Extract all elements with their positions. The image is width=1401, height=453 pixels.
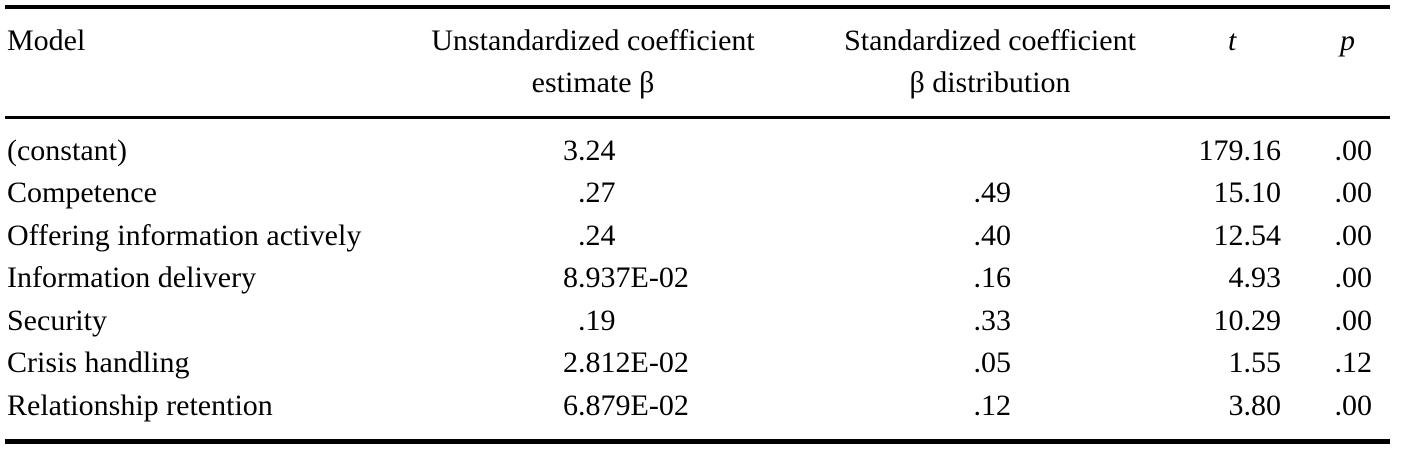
row-crisis-handling-p: .12: [1334, 346, 1373, 379]
header-model: Model: [7, 24, 86, 57]
row-security-unstd: .19: [578, 304, 616, 337]
row-relationship-retention-std: .12: [973, 389, 1012, 422]
row-crisis-handling-model: Crisis handling: [7, 346, 190, 379]
row-constant-p: .00: [1334, 134, 1373, 167]
row-constant-model: (constant): [7, 134, 127, 167]
row-crisis-handling-unstd: 2.812E-02: [563, 346, 689, 379]
row-offering-information-p: .00: [1334, 219, 1373, 252]
row-offering-information-unstd: .24: [578, 219, 616, 252]
row-competence-std: .49: [973, 176, 1012, 209]
row-constant-unstd: 3.24: [563, 134, 616, 167]
row-information-delivery-t: 4.93: [1228, 261, 1282, 294]
row-competence-p: .00: [1334, 176, 1373, 209]
table-top-rule: [5, 5, 1390, 9]
row-competence-model: Competence: [7, 176, 157, 209]
row-security-t: 10.29: [1213, 304, 1282, 337]
header-standardized-line2: β distribution: [909, 66, 1071, 99]
header-standardized-coefficient: Standardized coefficient β distribution: [815, 20, 1165, 104]
row-offering-information-std: .40: [973, 219, 1012, 252]
row-competence-t: 15.10: [1213, 176, 1282, 209]
row-crisis-handling-std: .05: [973, 346, 1012, 379]
row-information-delivery-std: .16: [973, 261, 1012, 294]
row-relationship-retention-unstd: 6.879E-02: [563, 389, 689, 422]
header-unstandardized-coefficient: Unstandardized coefficient estimate β: [400, 20, 786, 104]
row-security-model: Security: [7, 304, 107, 337]
header-p: p: [1340, 24, 1355, 57]
row-security-std: .33: [973, 304, 1012, 337]
row-constant-t: 179.16: [1198, 134, 1282, 167]
header-t: t: [1228, 24, 1237, 57]
header-unstandardized-line1: Unstandardized coefficient: [431, 24, 755, 57]
row-information-delivery-unstd: 8.937E-02: [563, 261, 689, 294]
table-bottom-rule: [5, 439, 1390, 444]
header-standardized-line1: Standardized coefficient: [844, 24, 1136, 57]
table-header-rule: [5, 116, 1390, 119]
header-unstandardized-line2: estimate β: [531, 66, 655, 99]
row-relationship-retention-model: Relationship retention: [7, 389, 273, 422]
row-offering-information-t: 12.54: [1213, 219, 1282, 252]
row-information-delivery-p: .00: [1334, 261, 1373, 294]
row-security-p: .00: [1334, 304, 1373, 337]
row-competence-unstd: .27: [578, 176, 616, 209]
row-relationship-retention-p: .00: [1334, 389, 1373, 422]
row-relationship-retention-t: 3.80: [1228, 389, 1282, 422]
row-crisis-handling-t: 1.55: [1228, 346, 1282, 379]
row-information-delivery-model: Information delivery: [7, 261, 257, 294]
row-offering-information-model: Offering information actively: [7, 219, 362, 252]
